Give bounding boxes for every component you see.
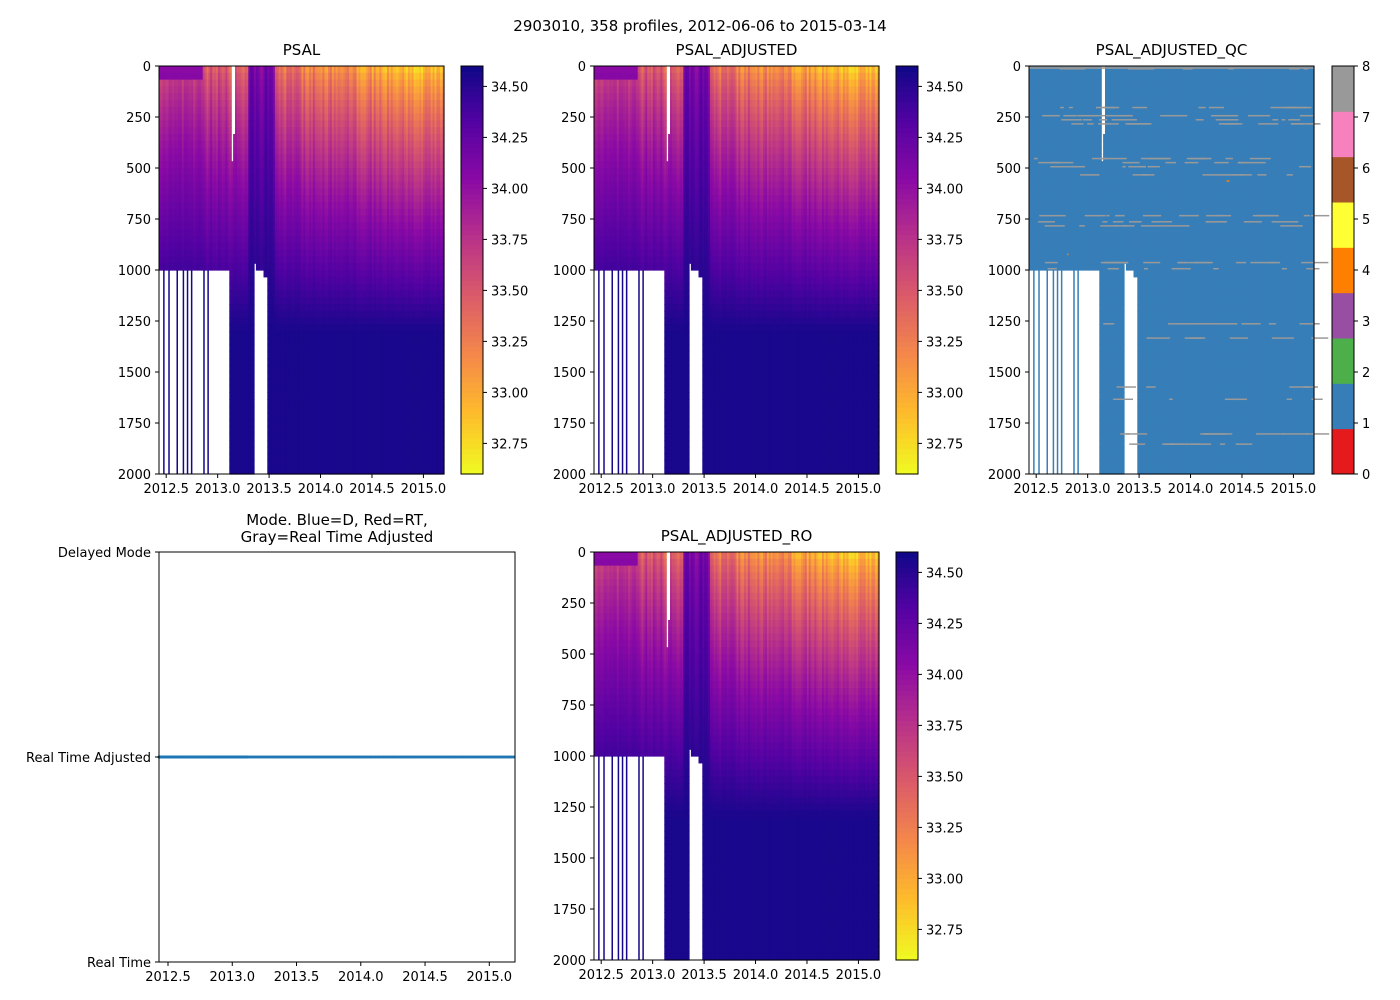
psal-cell bbox=[252, 358, 255, 365]
psal-cell bbox=[252, 277, 255, 284]
psal-cell bbox=[252, 352, 255, 359]
psal-cell bbox=[229, 80, 232, 87]
psal-cell bbox=[252, 467, 255, 474]
psal-cell bbox=[229, 107, 232, 114]
psal-cell bbox=[252, 304, 255, 311]
psal-cell bbox=[229, 120, 232, 127]
psal-cell bbox=[252, 413, 255, 420]
psal-cell bbox=[252, 372, 255, 379]
psal-cell bbox=[252, 460, 255, 467]
psal-cell bbox=[252, 447, 255, 454]
psal-cell bbox=[252, 345, 255, 352]
psal-cell bbox=[229, 134, 232, 141]
psal-cell bbox=[252, 290, 255, 297]
psal-cell bbox=[252, 440, 255, 447]
psal-cell bbox=[229, 141, 232, 148]
psal-cell bbox=[252, 433, 255, 440]
psal-cell bbox=[252, 311, 255, 318]
figure-canvas: 2012.5 2013.0 2013.5 2014.0 2014.5 2015.00250… bbox=[0, 0, 1400, 1000]
psal-cell bbox=[252, 399, 255, 406]
psal-cell bbox=[229, 127, 232, 134]
psal-cell bbox=[229, 66, 232, 73]
psal-cell bbox=[252, 324, 255, 331]
psal-cell bbox=[252, 406, 255, 413]
psal-cell bbox=[252, 338, 255, 345]
psal-cell bbox=[229, 114, 232, 121]
psal-cell bbox=[252, 331, 255, 338]
psal-heatmap bbox=[159, 66, 445, 475]
psal-cell bbox=[252, 297, 255, 304]
psal-cell bbox=[252, 270, 255, 277]
psal-cell bbox=[252, 454, 255, 461]
psal-cell bbox=[252, 426, 255, 433]
psal-cell bbox=[252, 379, 255, 386]
psal-cell bbox=[229, 148, 232, 155]
psal-cell bbox=[252, 420, 255, 427]
psal-cell bbox=[252, 284, 255, 291]
psal-cell bbox=[252, 365, 255, 372]
psal-cell bbox=[229, 154, 232, 161]
psal-cell bbox=[252, 263, 255, 270]
psal-cell bbox=[252, 318, 255, 325]
psal-cell bbox=[252, 392, 255, 399]
psal-cell bbox=[229, 100, 232, 107]
psal-cell bbox=[229, 93, 232, 100]
psal-cell bbox=[229, 86, 232, 93]
psal-cell bbox=[229, 73, 232, 80]
psal-cell bbox=[252, 386, 255, 393]
